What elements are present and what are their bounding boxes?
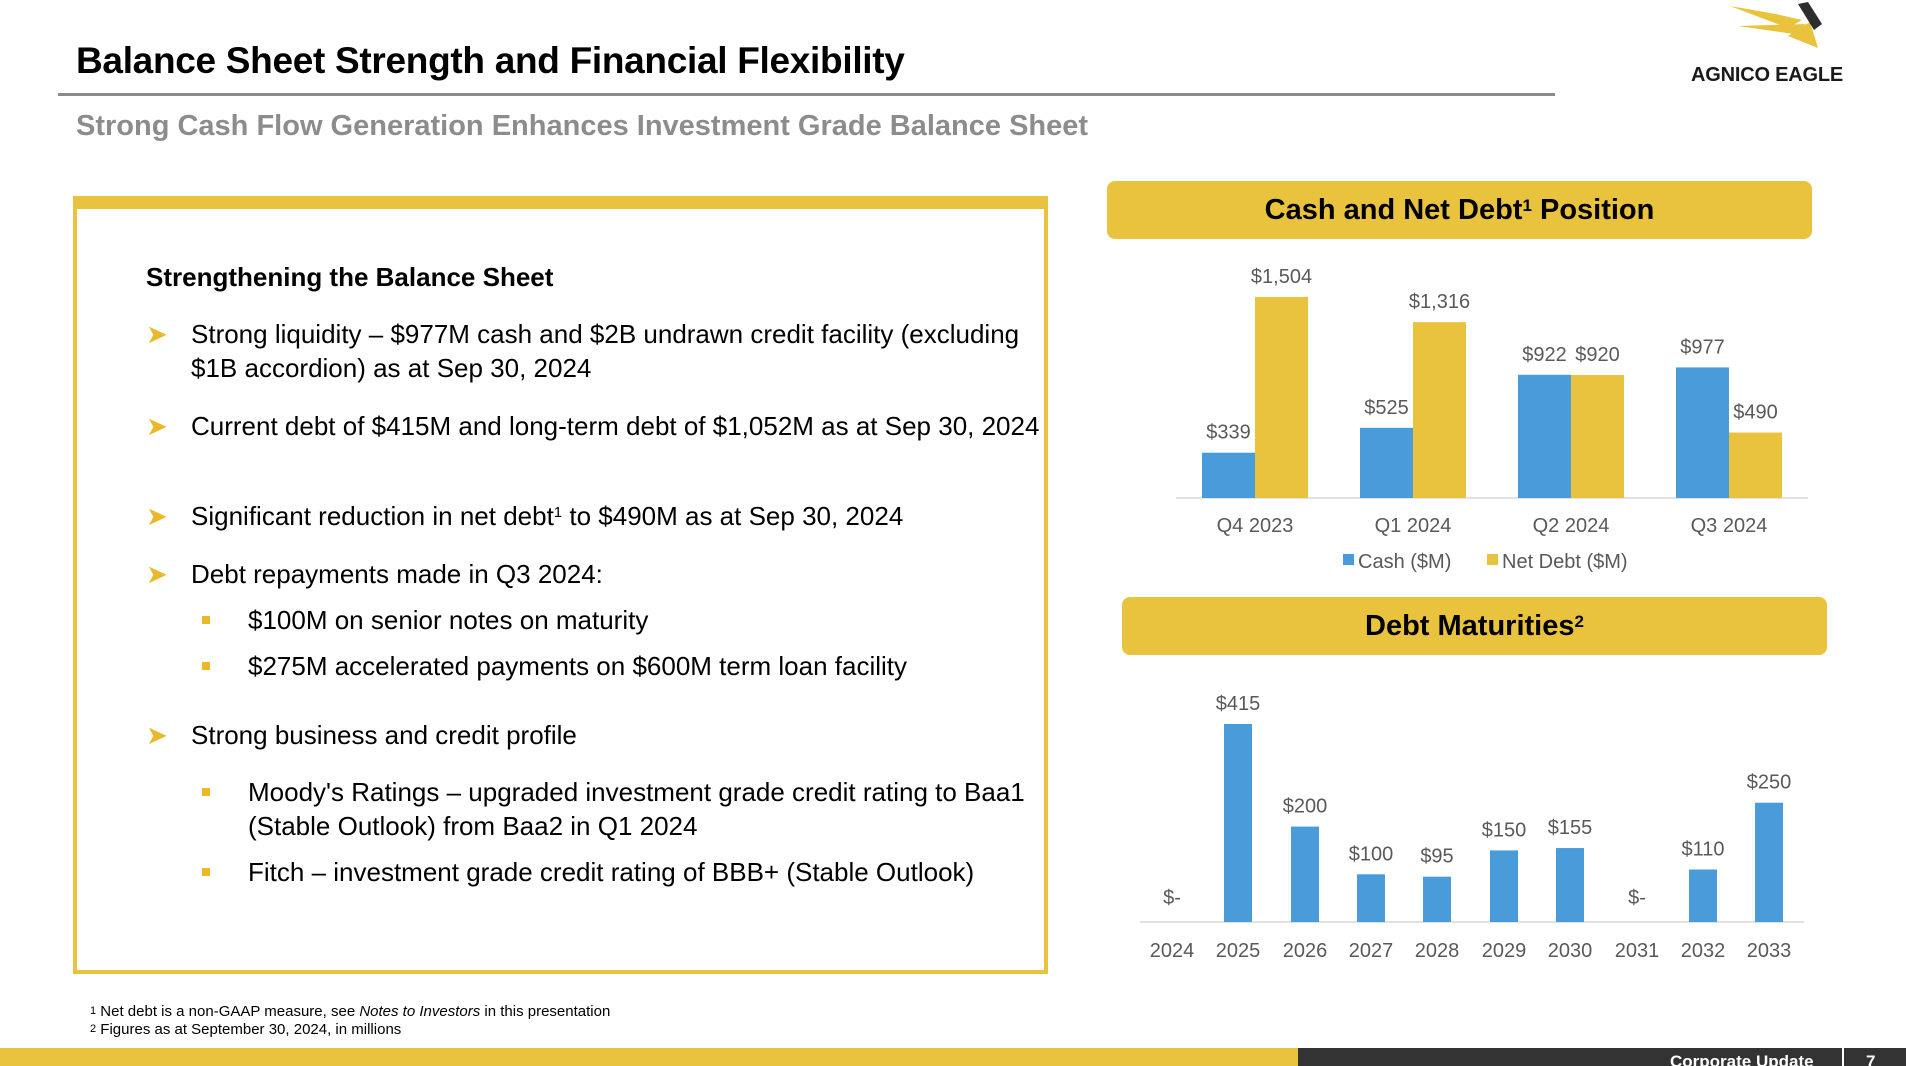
x-tick-label: Q4 2023 [1217,515,1294,537]
data-label: $150 [1482,819,1527,841]
data-label: $- [1163,887,1181,909]
data-label: $- [1628,887,1646,909]
data-label: $977 [1680,336,1725,358]
title-divider [58,93,1555,96]
company-logo: AGNICO EAGLE [1680,0,1880,90]
x-tick-label: 2026 [1283,940,1328,962]
panel-heading: Strengthening the Balance Sheet [146,262,554,292]
footnotes: 1 Net debt is a non-GAAP measure, see No… [90,1003,610,1039]
x-tick-label: Q1 2024 [1375,515,1452,537]
x-tick-label: 2027 [1349,940,1394,962]
page-subtitle: Strong Cash Flow Generation Enhances Inv… [76,110,1089,142]
bar-net-debt-q3-2024 [1729,432,1782,498]
chevron-right-icon: ➤ [146,411,168,441]
chevron-right-icon: ➤ [146,720,168,750]
x-tick-label: 2033 [1747,940,1792,962]
data-label: $200 [1283,796,1328,818]
legend-swatch-1 [1487,554,1498,565]
legend-label-1: Net Debt ($M) [1502,551,1628,573]
bar-maturity-2026 [1291,826,1319,922]
page-number: 7 [1866,1052,1876,1066]
footnote-2: 2 Figures as at September 30, 2024, in m… [90,1021,402,1038]
balance-sheet-panel [73,196,1048,974]
bar-maturity-2028 [1423,876,1451,922]
chevron-right-icon: ➤ [146,501,168,531]
data-label: $920 [1575,344,1620,366]
data-label: $525 [1364,397,1409,419]
square-bullet-icon [202,662,210,670]
square-bullet-icon [202,616,210,624]
footer-divider [1842,1048,1844,1066]
bar-cash-q4-2023 [1202,452,1255,498]
x-tick-label: 2030 [1548,940,1593,962]
footer-bar-dark [1298,1048,1906,1066]
x-tick-label: 2031 [1615,940,1660,962]
data-label: $490 [1733,402,1778,424]
legend-swatch-0 [1343,554,1354,565]
legend-label-0: Cash ($M) [1358,551,1451,573]
bar-maturity-2027 [1357,874,1385,922]
bar-net-debt-q2-2024 [1571,375,1624,498]
footer-bar [0,1048,1298,1066]
footer-label: Corporate Update [1670,1052,1814,1066]
data-label: $250 [1747,772,1792,794]
bar-maturity-2029 [1490,850,1518,922]
bar-net-debt-q4-2023 [1255,297,1308,498]
debt-maturities-title: Debt Maturities2 [1122,597,1827,655]
data-label: $1,316 [1409,291,1470,313]
data-label: $95 [1420,846,1453,868]
data-label: $1,504 [1251,266,1312,288]
bar-cash-q3-2024 [1676,367,1729,498]
x-tick-label: 2032 [1681,940,1726,962]
chevron-right-icon: ➤ [146,319,168,349]
x-tick-label: 2025 [1216,940,1261,962]
bar-cash-q1-2024 [1360,427,1413,498]
bar-maturity-2030 [1556,848,1584,922]
data-label: $922 [1522,344,1567,366]
bar-net-debt-q1-2024 [1413,322,1466,498]
x-tick-label: Q2 2024 [1533,515,1610,537]
bar-maturity-2033 [1755,802,1783,922]
data-label: $155 [1548,817,1593,839]
square-bullet-icon [202,868,210,876]
x-tick-label: Q3 2024 [1691,515,1768,537]
bar-cash-q2-2024 [1518,374,1571,498]
data-label: $100 [1349,843,1394,865]
bar-maturity-2025 [1224,724,1252,922]
cash-net-debt-title: Cash and Net Debt1 Position [1107,181,1812,239]
data-label: $415 [1216,693,1261,715]
eagle-logo-icon [1730,2,1822,48]
logo-text: AGNICO EAGLE [1691,64,1844,86]
data-label: $339 [1206,422,1251,444]
x-tick-label: 2029 [1482,940,1527,962]
bar-maturity-2032 [1689,869,1717,922]
data-label: $110 [1681,839,1724,861]
footnote-1: 1 Net debt is a non-GAAP measure, see No… [90,1003,611,1020]
page-title: Balance Sheet Strength and Financial Fle… [76,40,905,81]
square-bullet-icon [202,788,210,796]
chevron-right-icon: ➤ [146,559,168,589]
x-tick-label: 2024 [1150,940,1195,962]
x-tick-label: 2028 [1415,940,1460,962]
